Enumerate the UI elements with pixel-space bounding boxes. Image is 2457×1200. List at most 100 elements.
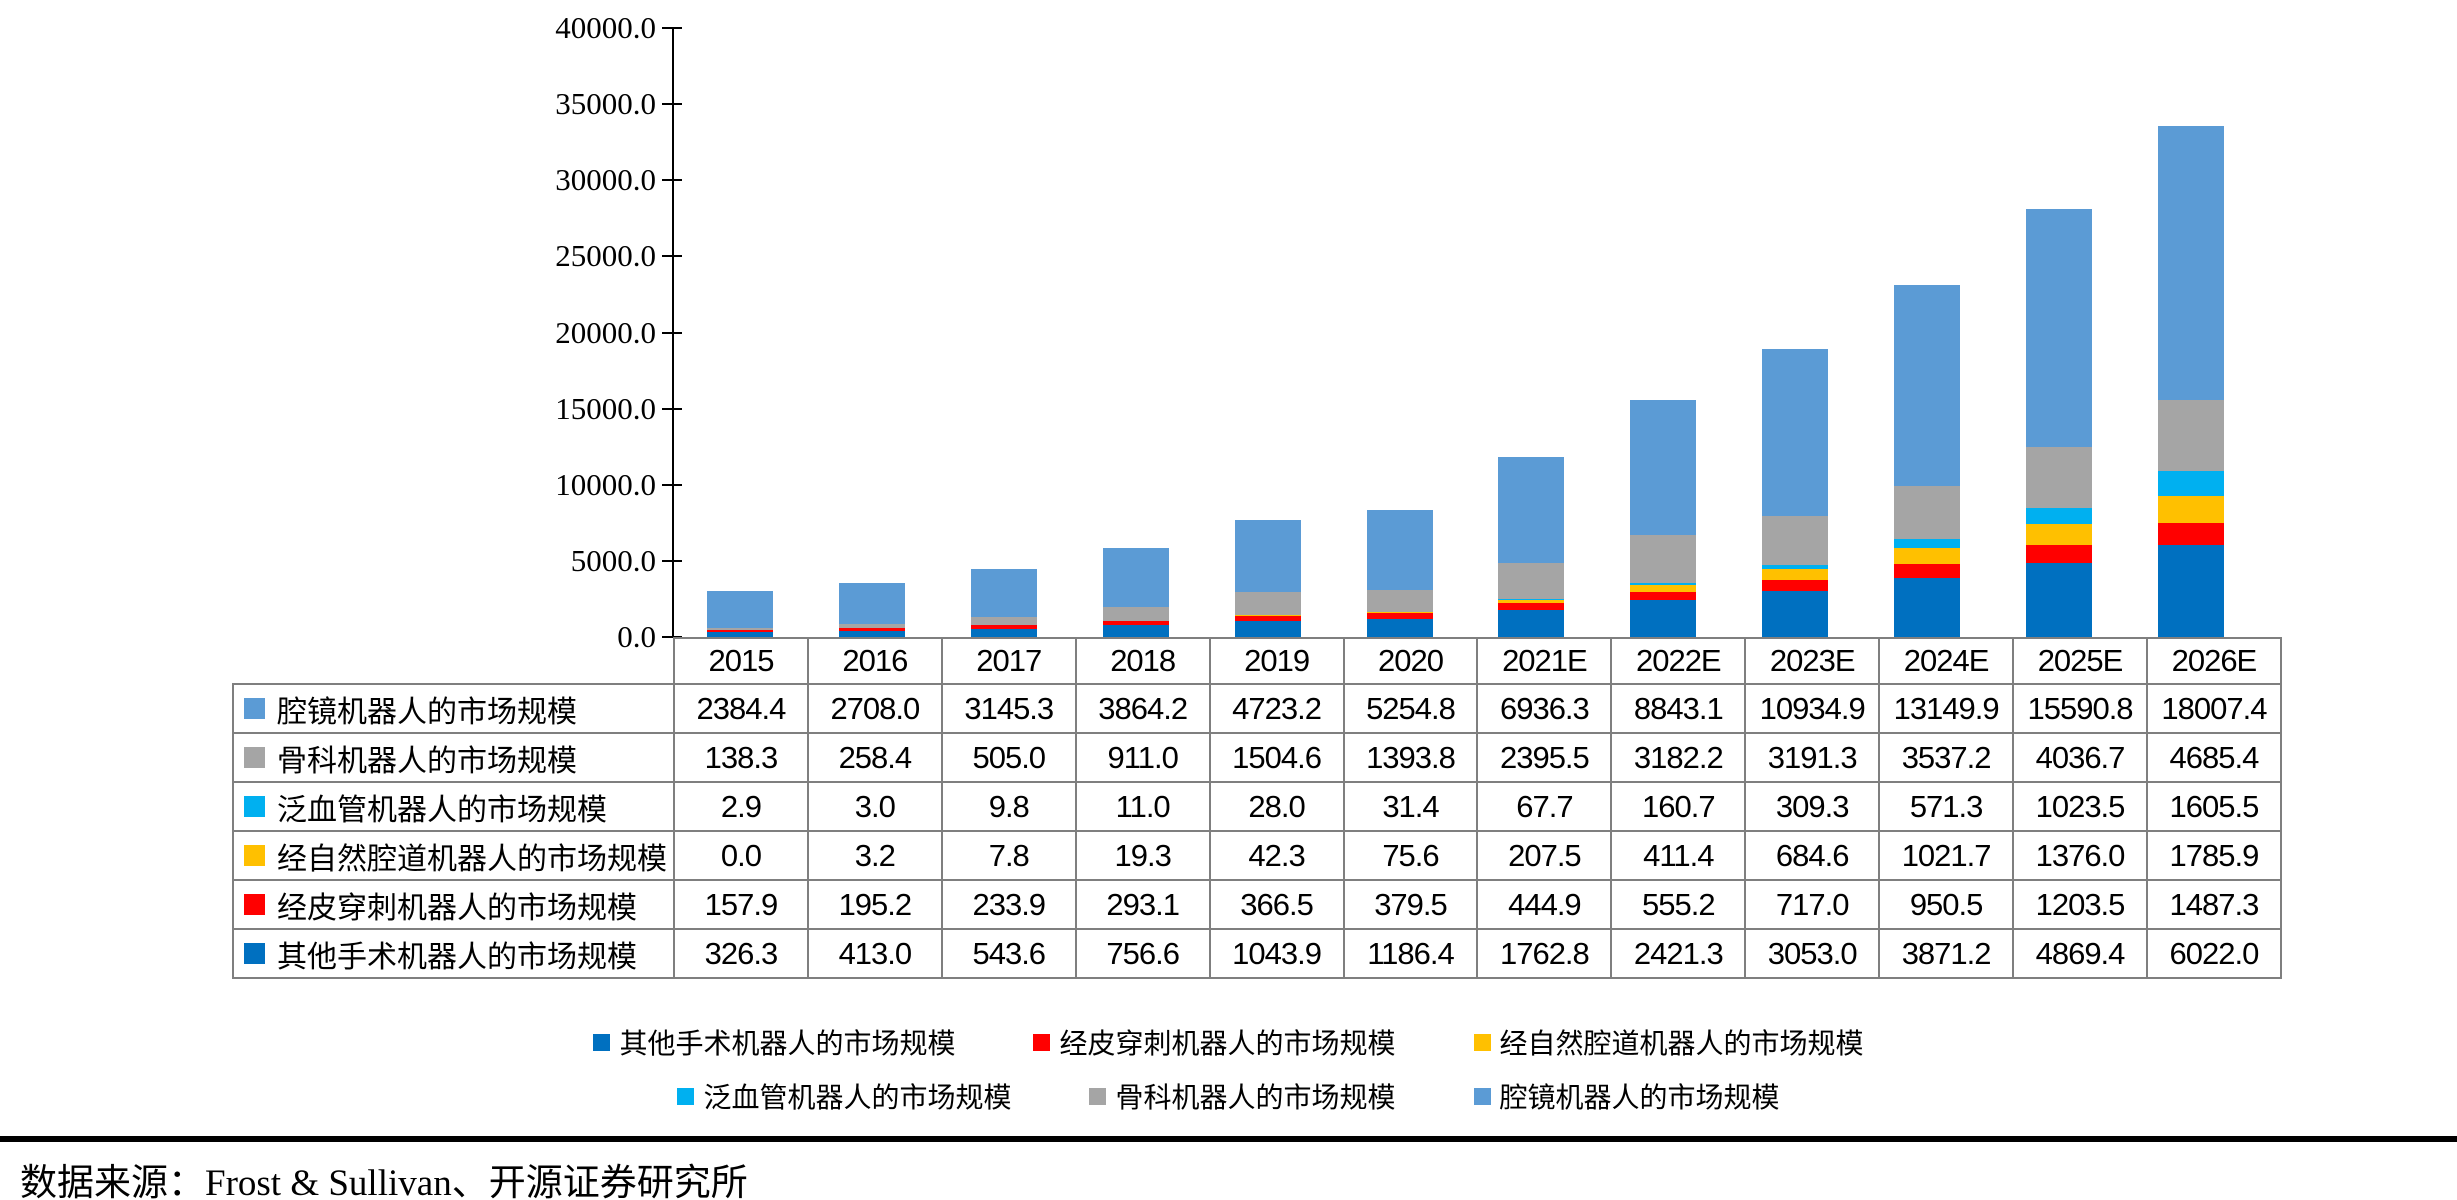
series-color-swatch xyxy=(244,796,265,817)
legend-swatch xyxy=(1473,1033,1491,1051)
table-value-cell: 444.9 xyxy=(1476,879,1613,930)
y-tick-mark xyxy=(662,255,682,258)
table-value-cell: 2708.0 xyxy=(806,683,943,734)
table-value-cell: 19.3 xyxy=(1074,830,1211,881)
table-row: 泛血管机器人的市场规模 2.9 3.0 9.8 11.0 28.0 31.4 67.7 160.… xyxy=(232,781,2282,832)
table-value-cell: 756.6 xyxy=(1074,928,1211,979)
bar-segment xyxy=(1894,539,1961,549)
bar-segment xyxy=(1762,569,1829,580)
bar-segment xyxy=(1630,534,1697,584)
y-tick-mark xyxy=(662,27,682,29)
table-value-cell: 9.8 xyxy=(940,781,1077,832)
legend-label: 经皮穿刺机器人的市场规模 xyxy=(1059,1029,1396,1060)
bar-2021E xyxy=(1498,457,1565,637)
y-tick-label: 40000.0 xyxy=(555,10,656,45)
bar-2023E xyxy=(1762,349,1829,637)
y-tick-label: 35000.0 xyxy=(555,86,656,122)
bar-segment xyxy=(838,630,905,637)
bar-segment xyxy=(1630,591,1697,601)
table-value-cell: 15590.8 xyxy=(2012,683,2148,734)
bar-segment xyxy=(706,629,773,633)
legend-item: 经皮穿刺机器人的市场规模 xyxy=(1033,1022,1396,1062)
table-value-cell: 28.0 xyxy=(1208,781,1345,832)
legend-label: 泛血管机器人的市场规模 xyxy=(703,1083,1012,1114)
bar-segment xyxy=(970,569,1037,618)
table-value-cell: 75.6 xyxy=(1342,830,1479,881)
year-header-cell: 2016 xyxy=(806,637,943,685)
bar-segment xyxy=(2158,399,2225,472)
table-value-cell: 3145.3 xyxy=(940,683,1077,734)
table-value-cell: 160.7 xyxy=(1610,781,1747,832)
year-header-cell: 2021E xyxy=(1476,637,1613,685)
bar-segment xyxy=(706,591,773,628)
table-value-cell: 42.3 xyxy=(1208,830,1345,881)
y-axis-labels: 0.0 5000.0 10000.0 15000.0 20000.0 25000.0 300… xyxy=(400,10,656,654)
legend-item: 经自然腔道机器人的市场规模 xyxy=(1473,1022,1864,1062)
y-tick-label: 25000.0 xyxy=(555,238,656,274)
legend-row: 泛血管机器人的市场规模 骨科机器人的市场规模 腔镜机器人的市场规模 xyxy=(677,1076,1780,1116)
y-tick-mark xyxy=(662,179,682,182)
y-tick-label: 5000.0 xyxy=(570,542,656,578)
bar-2016 xyxy=(838,582,905,637)
data-table: 2015 2016 2017 2018 2019 2020 2021E 2022E 2023E 2… xyxy=(232,637,2282,979)
year-header-cell: 2020 xyxy=(1342,637,1479,685)
bar-2017 xyxy=(970,569,1037,637)
table-row: 腔镜机器人的市场规模 2384.4 2708.0 3145.3 3864.2 4723.2… xyxy=(232,683,2282,734)
table-value-cell: 1021.7 xyxy=(1878,830,2015,881)
table-value-cell: 3537.2 xyxy=(1878,732,2015,783)
table-value-cell: 2421.3 xyxy=(1610,928,1747,979)
data-source-note: 数据来源：Frost & Sullivan、开源证券研究所 xyxy=(20,1163,748,1200)
series-label: 腔镜机器人的市场规模 xyxy=(277,695,577,729)
legend-row: 其他手术机器人的市场规模 经皮穿刺机器人的市场规模 经自然腔道机器人的市场规模 xyxy=(593,1022,1864,1062)
year-header-cell: 2025E xyxy=(2012,637,2148,685)
bar-segment xyxy=(1366,510,1433,591)
bar-segment xyxy=(1498,457,1565,563)
series-label: 经自然腔道机器人的市场规模 xyxy=(277,842,667,876)
table-value-cell: 3871.2 xyxy=(1878,928,2015,979)
table-value-cell: 2395.5 xyxy=(1476,732,1613,783)
bar-segment xyxy=(2026,508,2093,524)
table-value-cell: 6936.3 xyxy=(1476,683,1613,734)
table-value-cell: 413.0 xyxy=(806,928,943,979)
chart-legend: 其他手术机器人的市场规模 经皮穿刺机器人的市场规模 经自然腔道机器人的市场规模泛血管… xyxy=(0,1022,2457,1116)
bar-segment xyxy=(2026,523,2093,545)
bar-segment xyxy=(1234,614,1301,616)
y-tick-mark xyxy=(662,483,682,486)
row-label-cell: 经自然腔道机器人的市场规模 xyxy=(232,830,675,881)
table-value-cell: 4036.7 xyxy=(2012,732,2148,783)
table-value-cell: 2384.4 xyxy=(673,683,809,734)
table-value-cell: 1186.4 xyxy=(1342,928,1479,979)
table-value-cell: 326.3 xyxy=(673,928,809,979)
bar-segment xyxy=(2158,495,2225,523)
table-value-cell: 3053.0 xyxy=(1744,928,1881,979)
bar-segment xyxy=(1234,591,1301,615)
table-value-cell: 1393.8 xyxy=(1342,732,1479,783)
bar-segment xyxy=(1102,547,1169,607)
bar-segment xyxy=(1366,613,1433,619)
row-label-cell: 骨科机器人的市场规模 xyxy=(232,732,675,783)
table-value-cell: 0.0 xyxy=(673,830,809,881)
table-value-cell: 555.2 xyxy=(1610,879,1747,930)
table-value-cell: 1605.5 xyxy=(2145,781,2282,832)
bar-segment xyxy=(1366,618,1433,637)
year-header-cell: 2017 xyxy=(940,637,1077,685)
table-value-cell: 3.0 xyxy=(806,781,943,832)
series-color-swatch xyxy=(244,894,265,915)
row-label-cell: 经皮穿刺机器人的市场规模 xyxy=(232,879,675,930)
table-value-cell: 13149.9 xyxy=(1878,683,2015,734)
table-value-cell: 31.4 xyxy=(1342,781,1479,832)
y-tick-label: 20000.0 xyxy=(555,314,656,350)
legend-label: 其他手术机器人的市场规模 xyxy=(619,1029,956,1060)
year-header-cell: 2018 xyxy=(1074,637,1211,685)
bar-segment xyxy=(1498,610,1565,637)
bar-segment xyxy=(1102,606,1169,621)
bar-segment xyxy=(2158,471,2225,496)
bar-segment xyxy=(2026,209,2093,447)
bar-segment xyxy=(1498,600,1565,604)
legend-swatch xyxy=(1089,1087,1107,1105)
year-header-cell: 2023E xyxy=(1744,637,1881,685)
bar-segment xyxy=(1630,585,1697,592)
bar-2020 xyxy=(1366,510,1433,637)
series-label: 其他手术机器人的市场规模 xyxy=(277,940,637,974)
table-value-cell: 3191.3 xyxy=(1744,732,1881,783)
